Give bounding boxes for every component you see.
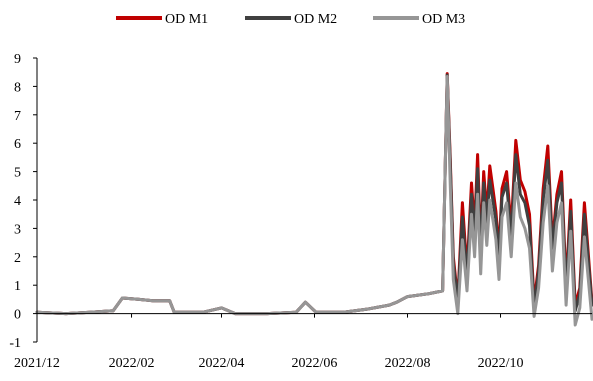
y-tick-label: 8 (14, 80, 21, 95)
series-line-2 (35, 73, 593, 316)
y-tick-label: 0 (14, 308, 21, 323)
legend-label-1: OD M1 (165, 12, 208, 27)
legend-label-3: OD M3 (422, 12, 465, 27)
x-tick-label: 2021/12 (14, 356, 60, 371)
axes: -1 0 1 2 3 4 5 6 7 8 9 2021/12 2022/02 2022/04 2022/06… (9, 52, 592, 371)
legend: OD M1 OD M2 OD M3 (116, 12, 465, 27)
y-tick-label: 9 (14, 52, 21, 67)
x-tick-label: 2022/04 (199, 356, 245, 371)
y-tick-label: 3 (14, 222, 21, 237)
y-tick-label: 5 (14, 166, 21, 181)
y-tick-label: 6 (14, 137, 21, 152)
y-tick-label: -1 (9, 336, 21, 351)
y-tick-label: 1 (14, 279, 21, 294)
y-tick-label: 2 (14, 251, 21, 266)
x-tick-label: 2022/02 (109, 356, 155, 371)
y-tick-label: 7 (14, 109, 21, 124)
x-tick-label: 2022/08 (385, 356, 431, 371)
y-tick-label: 4 (14, 194, 21, 209)
legend-label-2: OD M2 (294, 12, 337, 27)
series-line-3 (35, 75, 593, 327)
plot-area (35, 72, 593, 327)
x-tick-label: 2022/06 (292, 356, 338, 371)
x-tick-label: 2022/10 (478, 356, 524, 371)
